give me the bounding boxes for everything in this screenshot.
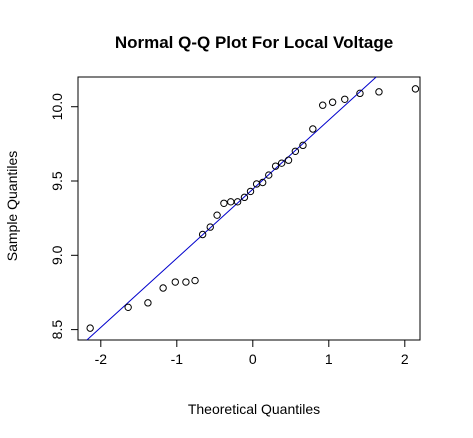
data-point (320, 102, 326, 108)
x-axis-label: Theoretical Quantiles (188, 401, 320, 417)
y-axis-label: Sample Quantiles (4, 151, 20, 262)
data-point (292, 148, 298, 154)
data-point (234, 199, 240, 205)
y-tick-label: 9.0 (49, 245, 65, 265)
data-point (214, 212, 220, 218)
data-point (125, 304, 131, 310)
x-tick-label: 1 (325, 351, 333, 367)
data-point (87, 325, 93, 331)
data-point (310, 126, 316, 132)
data-point (412, 86, 418, 92)
data-point (376, 89, 382, 95)
x-tick-label: -2 (95, 351, 108, 367)
y-tick-label: 10.0 (49, 93, 65, 120)
data-point (221, 200, 227, 206)
x-tick-label: 2 (401, 351, 409, 367)
data-point (285, 157, 291, 163)
data-point (192, 277, 198, 283)
x-tick-label: 0 (249, 351, 257, 367)
y-tick-label: 8.5 (49, 320, 65, 340)
data-point (329, 99, 335, 105)
qq-reference-line (87, 77, 376, 340)
y-tick-label: 9.5 (49, 171, 65, 191)
data-point (145, 300, 151, 306)
data-point (228, 199, 234, 205)
plot-frame (78, 77, 420, 340)
data-point (172, 279, 178, 285)
data-point (183, 279, 189, 285)
x-tick-label: -1 (171, 351, 184, 367)
data-point (342, 96, 348, 102)
data-point (207, 224, 213, 230)
chart-title: Normal Q-Q Plot For Local Voltage (115, 33, 393, 52)
data-point (160, 285, 166, 291)
